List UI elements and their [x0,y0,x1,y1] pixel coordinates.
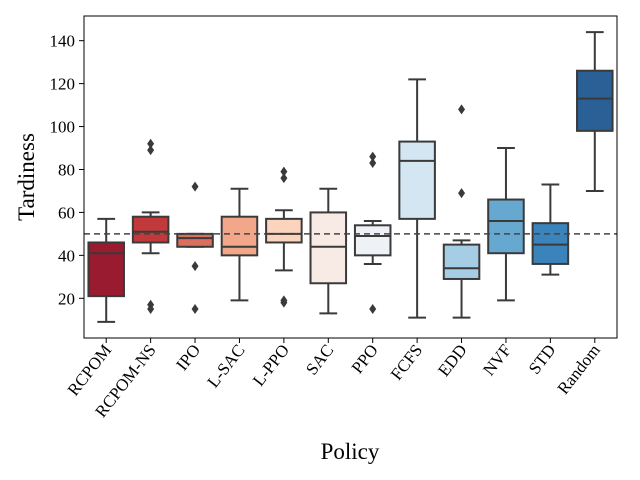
outlier-l-ppo [280,173,288,184]
x-tick-label-std: STD [525,341,560,378]
outlier-ipo [191,261,199,272]
outlier-ppo [369,304,377,315]
outlier-rcpom-ns [147,145,155,156]
box-sac [309,211,348,285]
y-tick-label: 40 [58,246,75,265]
box-l-ppo [265,217,303,244]
outlier-edd [458,104,466,115]
outlier-l-ppo [280,166,288,177]
y-tick-label: 20 [58,289,75,308]
x-tick-label-l-ppo: L-PPO [249,341,293,390]
x-tick-label-ipo: IPO [172,341,204,374]
x-tick-label-l-sac: L-SAC [203,341,248,391]
box-ppo [353,224,392,257]
outlier-ipo [191,181,199,192]
y-tick-label: 120 [50,75,76,94]
box-std [531,222,570,265]
y-tick-label: 80 [58,160,75,179]
outlier-l-ppo [280,297,288,308]
plot-frame [83,15,618,339]
y-tick-label: 140 [50,32,76,51]
outlier-rcpom-ns [147,138,155,149]
x-tick-label-sac: SAC [302,341,337,379]
box-edd [442,243,481,280]
box-nvf [487,198,525,255]
box-rcpom [87,241,125,298]
y-tick-label: 100 [50,118,76,137]
x-tick-label-nvf: NVF [479,341,515,380]
outlier-ppo [369,151,377,162]
outlier-ppo [369,158,377,169]
box-ipo [176,232,214,248]
x-axis-title: Policy [321,439,380,464]
outlier-ipo [191,304,199,315]
box-random [576,69,614,132]
x-tick-label-fcfs: FCFS [387,341,426,384]
outlier-rcpom-ns [147,304,155,315]
y-axis-title: Tardiness [14,133,39,221]
box-rcpom-ns [131,215,170,244]
y-tick-label: 60 [58,203,75,222]
x-tick-label-ppo: PPO [348,341,382,377]
outlier-edd [458,188,466,199]
box-l-sac [220,215,259,257]
box-fcfs [398,140,436,220]
x-tick-label-random: Random [554,341,604,398]
x-tick-label-edd: EDD [434,341,470,380]
